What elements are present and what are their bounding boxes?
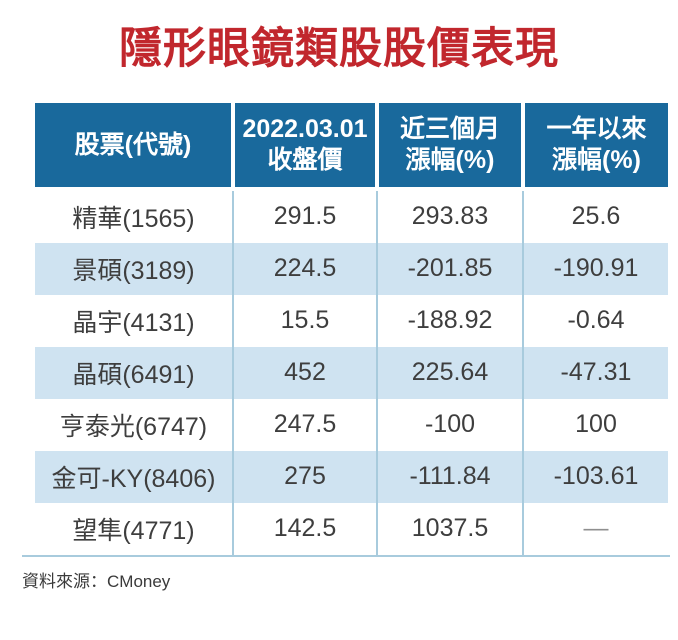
one-year-cell: —: [523, 502, 668, 555]
close-cell: 291.5: [233, 188, 378, 243]
header-cell-close: 2022.03.01 收盤價: [233, 102, 379, 191]
three-month-cell: -201.85: [377, 242, 524, 295]
close-cell: 247.5: [233, 398, 378, 451]
page: 隱形眼鏡類股股價表現 股票(代號) 2022.03.01 收盤價 近三個月 漲幅(%…: [0, 22, 678, 592]
three-month-cell: 225.64: [377, 346, 524, 399]
table-wrapper: 股票(代號) 2022.03.01 收盤價 近三個月 漲幅(%) 一年以來 漲幅(%)…: [22, 102, 670, 557]
header-cell-one-year: 一年以來 漲幅(%): [523, 102, 668, 191]
three-month-cell: -111.84: [377, 450, 524, 503]
close-cell: 452: [233, 346, 378, 399]
table-row: 金可-KY(8406) 275 -111.84 -103.61: [35, 450, 668, 503]
one-year-cell: 25.6: [523, 188, 668, 243]
stock-cell: 精華(1565): [35, 188, 234, 243]
stock-table: 股票(代號) 2022.03.01 收盤價 近三個月 漲幅(%) 一年以來 漲幅(%)…: [35, 102, 668, 555]
table-row: 精華(1565) 291.5 293.83 25.6: [35, 188, 668, 243]
header-cell-three-month: 近三個月 漲幅(%): [377, 102, 525, 191]
table-row: 亨泰光(6747) 247.5 -100 100: [35, 398, 668, 451]
three-month-cell: 1037.5: [377, 502, 524, 555]
table-row: 晶宇(4131) 15.5 -188.92 -0.64: [35, 294, 668, 347]
close-cell: 224.5: [233, 242, 378, 295]
three-month-cell: -100: [377, 398, 524, 451]
one-year-cell: -47.31: [523, 346, 668, 399]
one-year-cell: 100: [523, 398, 668, 451]
stock-cell: 亨泰光(6747): [35, 398, 234, 451]
header-close-date: 2022.03.01: [242, 115, 368, 144]
table-row: 景碩(3189) 224.5 -201.85 -190.91: [35, 242, 668, 295]
one-year-cell: -0.64: [523, 294, 668, 347]
header-stock-label: 股票(代號): [74, 130, 192, 159]
one-year-cell: -103.61: [523, 450, 668, 503]
close-cell: 15.5: [233, 294, 378, 347]
header-one-year-unit: 漲幅(%): [552, 145, 641, 174]
close-cell: 142.5: [233, 502, 378, 555]
table-row: 晶碩(6491) 452 225.64 -47.31: [35, 346, 668, 399]
header-cell-stock: 股票(代號): [35, 102, 235, 191]
header-three-month-label: 近三個月: [399, 115, 500, 144]
close-cell: 275: [233, 450, 378, 503]
stock-cell: 金可-KY(8406): [35, 450, 234, 503]
stock-cell: 望隼(4771): [35, 502, 234, 555]
page-title: 隱形眼鏡類股股價表現: [119, 26, 559, 73]
source-note: 資料來源：CMoney: [22, 571, 171, 591]
header-three-month-unit: 漲幅(%): [405, 145, 495, 174]
header-one-year-label: 一年以來: [546, 115, 647, 144]
stock-cell: 晶宇(4131): [35, 294, 234, 347]
stock-cell: 景碩(3189): [35, 242, 234, 295]
three-month-cell: 293.83: [377, 188, 524, 243]
header-row: 股票(代號) 2022.03.01 收盤價 近三個月 漲幅(%) 一年以來 漲幅(%): [35, 102, 668, 191]
table-row: 望隼(4771) 142.5 1037.5 —: [35, 502, 668, 555]
one-year-cell: -190.91: [523, 242, 668, 295]
header-close-label: 收盤價: [267, 145, 343, 174]
three-month-cell: -188.92: [377, 294, 524, 347]
stock-cell: 晶碩(6491): [35, 346, 234, 399]
